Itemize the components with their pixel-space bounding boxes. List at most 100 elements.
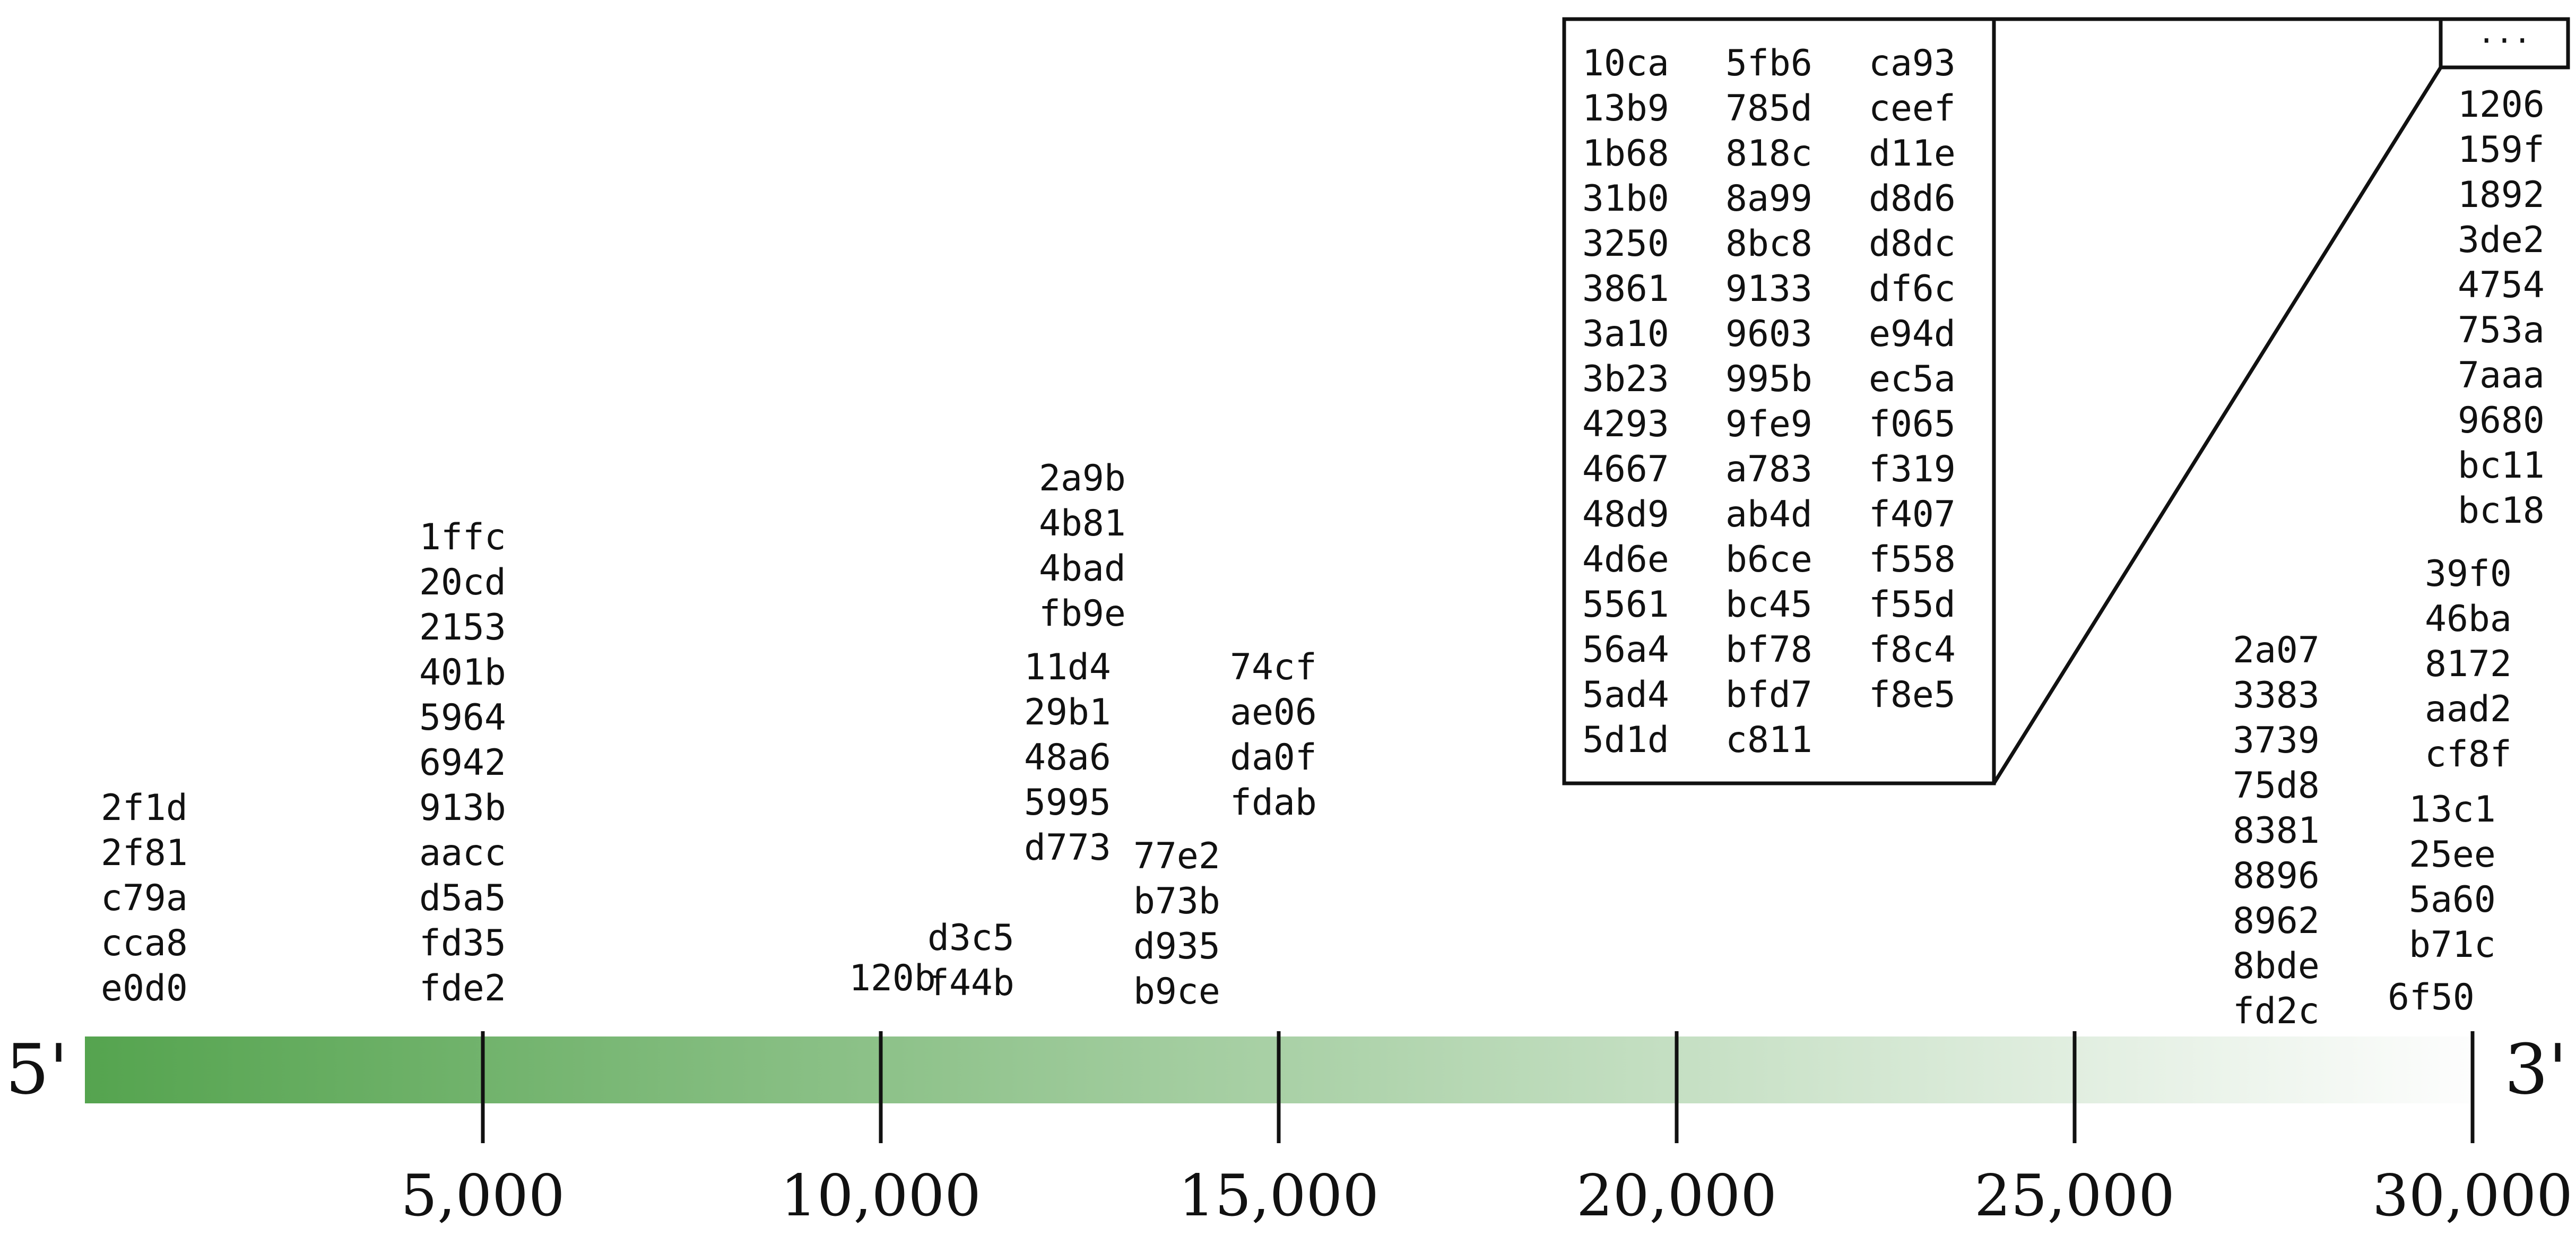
sequence-id-label: 20cd [419,561,506,603]
sequence-id-label: 6942 [419,742,506,784]
axis-tick-label: 10,000 [780,1163,981,1229]
id-cluster: 120b [849,957,936,999]
sequence-id-label: fde2 [419,967,506,1009]
sequence-id-label: 3383 [2233,675,2320,716]
overflow-id-label: 3b23 [1582,358,1669,400]
sequence-id-label: 5995 [1024,782,1111,824]
sequence-id-label: 2a07 [2233,629,2320,671]
sequence-id-label: 6f50 [2388,977,2475,1018]
overflow-id-columns: 10ca13b91b6831b0325038613a103b2342934667… [1582,42,1956,761]
overflow-id-label: 5d1d [1582,719,1669,761]
sequence-id-label: fdab [1230,782,1317,824]
sequence-id-label: 25ee [2409,834,2496,876]
sequence-id-label: 2a9b [1039,457,1126,499]
sequence-id-label: aad2 [2425,688,2512,730]
sequence-id-label: 9680 [2458,400,2545,442]
three-prime-label: 3' [2504,1029,2567,1110]
overflow-id-label: df6c [1869,268,1956,310]
sequence-id-label: 39f0 [2425,553,2512,595]
overflow-id-label: ec5a [1869,358,1956,400]
sequence-id-label: bc11 [2458,445,2545,487]
overflow-id-label: 56a4 [1582,629,1669,671]
sequence-id-label: 74cf [1230,646,1317,688]
sequence-id-label: 159f [2458,129,2545,171]
sequence-id-label: b73b [1133,880,1220,922]
sequence-id-label: 29b1 [1024,692,1111,733]
overflow-id-label: f319 [1869,448,1956,490]
sequence-id-label: 77e2 [1133,835,1220,877]
sequence-id-label: 75d8 [2233,765,2320,807]
sequence-id-label: 11d4 [1024,646,1111,688]
overflow-id-label: 5561 [1582,584,1669,626]
sequence-id-label: d773 [1024,827,1111,869]
overflow-id-label: d11e [1869,133,1956,175]
sequence-id-label: ae06 [1230,692,1317,733]
overflow-id-label: b6ce [1725,539,1812,581]
sequence-id-label: 13c1 [2409,789,2496,831]
sequence-id-label: fb9e [1039,593,1126,635]
axis-tick-label: 25,000 [1974,1163,2175,1229]
ellipsis-box[interactable] [2439,17,2570,70]
axis-ticks: 5,000 10,000 15,000 20,000 25,000 30,000 [401,1031,2573,1229]
overflow-id-label: 4667 [1582,448,1669,490]
overflow-id-label: bc45 [1725,584,1812,626]
sequence-id-label: b71c [2409,924,2496,966]
overflow-id-label: 10ca [1582,42,1669,84]
overflow-id-label: 818c [1725,133,1812,175]
sequence-id-label: 3739 [2233,720,2320,762]
sequence-id-label: bc18 [2458,490,2545,532]
sequence-id-label: cf8f [2425,733,2512,775]
overflow-id-label: 5fb6 [1725,42,1812,84]
id-cluster: 6f50 [2388,977,2475,1018]
sequence-id-label: cca8 [101,922,188,964]
sequence-id-label: 4754 [2458,264,2545,306]
overflow-id-label: 9fe9 [1725,403,1812,445]
overflow-id-label: 9133 [1725,268,1812,310]
sequence-id-label: 8172 [2425,643,2512,685]
overflow-id-label: 1b68 [1582,133,1669,175]
sequence-id-label: 753a [2458,309,2545,351]
sequence-id-label: 1892 [2458,174,2545,216]
sequence-id-label: aacc [419,832,506,874]
sequence-id-label: b9ce [1133,971,1220,1013]
sequence-id-label: c79a [101,877,188,919]
overflow-id-label: f558 [1869,539,1956,581]
overflow-id-label: a783 [1725,448,1812,490]
overflow-id-label: bf78 [1725,629,1812,671]
overflow-id-label: ab4d [1725,494,1812,535]
sequence-id-label: 2f1d [101,787,188,829]
overflow-id-label: 48d9 [1582,494,1669,535]
overflow-id-label: f55d [1869,584,1956,626]
sequence-id-label: 8bde [2233,945,2320,987]
sequence-id-label: 8381 [2233,810,2320,852]
sequence-id-label: 4bad [1039,548,1126,590]
overflow-callout: ··· 10ca13b91b6831b0325038613a103b234293… [1562,17,2570,785]
overflow-id-label: c811 [1725,719,1812,761]
axis-tick-label: 5,000 [401,1163,565,1229]
sequence-id-label: 8896 [2233,855,2320,897]
overflow-id-label: 5ad4 [1582,674,1669,716]
overflow-id-label: 4293 [1582,403,1669,445]
sequence-id-label: d935 [1133,926,1220,967]
overflow-id-label: 3861 [1582,268,1669,310]
overflow-id-label: d8d6 [1869,178,1956,220]
sequence-id-label: 48a6 [1024,737,1111,779]
sequence-id-label: fd2c [2233,990,2320,1032]
overflow-box [1562,17,1996,785]
overflow-id-label: 8a99 [1725,178,1812,220]
overflow-id-label: 9603 [1725,313,1812,355]
sequence-id-label: 401b [419,652,506,694]
sequence-id-label: 5a60 [2409,879,2496,921]
sequence-id-label: fd35 [419,922,506,964]
axis-tick-label: 30,000 [2372,1163,2573,1229]
sequence-id-label: 5964 [419,697,506,739]
sequence-id-label: 2153 [419,607,506,649]
